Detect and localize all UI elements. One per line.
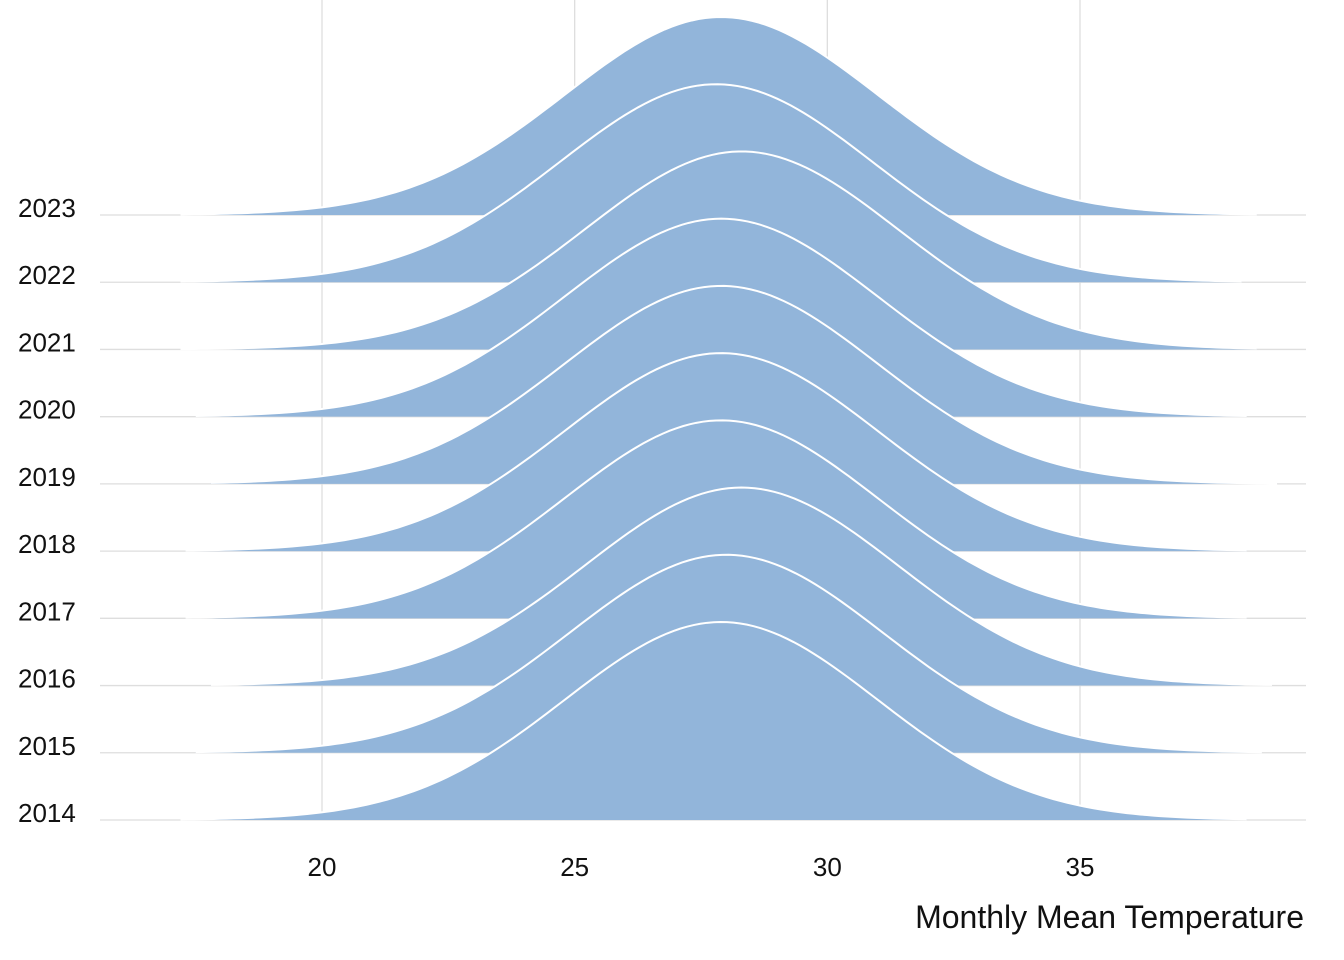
year-label-2014: 2014 — [18, 798, 76, 828]
year-label-2015: 2015 — [18, 731, 76, 761]
year-label-2019: 2019 — [18, 462, 76, 492]
ridge-outline-2016 — [210, 486, 1273, 686]
ridge-area-2014 — [180, 622, 1247, 820]
year-label-2022: 2022 — [18, 260, 76, 290]
ridge-outline-2022 — [180, 83, 1242, 283]
year-label-2021: 2021 — [18, 327, 76, 357]
ridge-outline-2015 — [195, 553, 1262, 754]
year-label-2023: 2023 — [18, 193, 76, 223]
year-label-2018: 2018 — [18, 529, 76, 559]
x-tick-label-20: 20 — [308, 852, 337, 882]
year-label-2016: 2016 — [18, 664, 76, 694]
year-label-2020: 2020 — [18, 395, 76, 425]
ridge-outline-2023 — [180, 16, 1257, 216]
ridge-outline-2014 — [180, 620, 1247, 821]
ridge-outline-2021 — [180, 150, 1257, 351]
ridge-outline-2017 — [185, 419, 1247, 619]
ridge-outline-2019 — [210, 284, 1278, 485]
label-layer: 20 25 30 35 2023 2022 2021 2020 2019 2018 2017 2016… — [18, 193, 1094, 882]
ridge-layer — [180, 16, 1278, 821]
ridge-outline-2020 — [195, 217, 1247, 417]
x-tick-label-35: 35 — [1066, 852, 1095, 882]
year-label-2017: 2017 — [18, 596, 76, 626]
ridge-outline-2018 — [185, 352, 1247, 552]
x-tick-label-25: 25 — [560, 852, 589, 882]
x-axis-title: Monthly Mean Temperature — [915, 899, 1304, 935]
x-tick-label-30: 30 — [813, 852, 842, 882]
